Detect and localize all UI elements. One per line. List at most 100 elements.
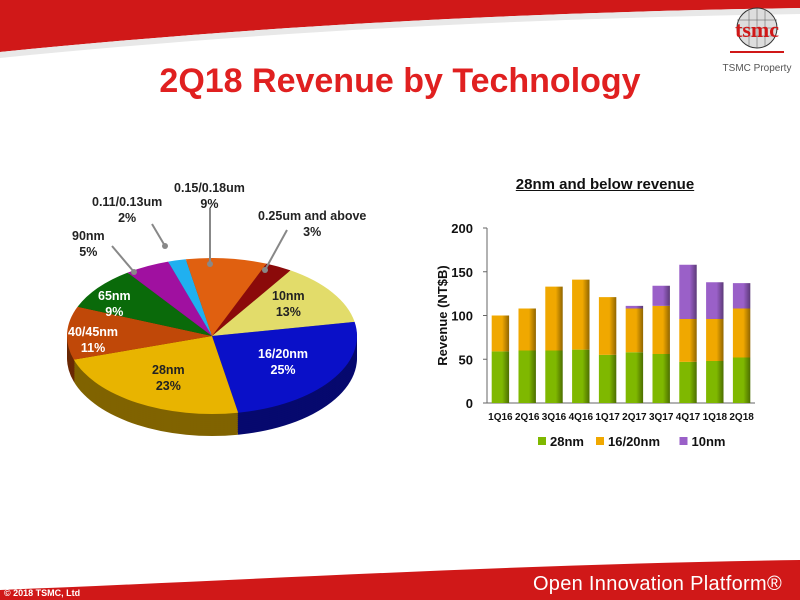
y-tick-label: 150 — [451, 265, 473, 280]
x-tick-label: 2Q16 — [515, 412, 540, 423]
slice-label: 16/20nm — [258, 347, 309, 361]
platform-tagline: Open Innovation Platform® — [532, 573, 782, 595]
legend-swatch — [538, 437, 546, 445]
x-tick-label: 2Q17 — [622, 412, 647, 423]
slice-label: 28nm — [152, 363, 185, 377]
bar-segment-28nm — [679, 361, 697, 403]
bar-segment-16/20nm — [625, 308, 644, 353]
pie-slice — [212, 270, 355, 336]
leader-dot — [262, 267, 268, 273]
pie-label-65: 65nm 9% — [98, 288, 131, 320]
bar-segment-10nm — [625, 305, 644, 309]
bar-segment-16/20nm — [652, 305, 670, 354]
x-tick-label: 3Q16 — [542, 412, 567, 423]
pie-label-011: 0.11/0.13um 2% — [92, 194, 162, 226]
svg-text:tsmc: tsmc — [735, 17, 779, 42]
pie-slice — [212, 263, 291, 336]
leader-line — [151, 223, 166, 247]
x-tick-label: 1Q17 — [595, 412, 620, 423]
pie-label-10: 10nm 13% — [272, 288, 305, 320]
bar-segment-28nm — [572, 349, 590, 403]
header-swoosh — [0, 0, 800, 58]
bar-segment-10nm — [652, 285, 670, 306]
x-tick-label: 4Q17 — [676, 412, 701, 423]
tsmc-logo: tsmc TSMC Property — [722, 6, 792, 74]
x-tick-label: 1Q18 — [703, 412, 728, 423]
bar-segment-16/20nm — [491, 315, 510, 352]
pie-label-015: 0.15/0.18um 9% — [174, 180, 245, 212]
bar-segment-16/20nm — [598, 297, 617, 355]
x-tick-label: 3Q17 — [649, 412, 674, 423]
slice-value: 13% — [275, 305, 301, 319]
bar-segment-28nm — [732, 357, 751, 403]
slice-label: 40/45nm — [68, 325, 119, 339]
bar-segment-28nm — [625, 352, 644, 403]
slice-value: 2% — [118, 211, 137, 225]
x-tick-label: 4Q16 — [569, 412, 594, 423]
copyright: © 2018 TSMC, Ltd — [4, 588, 81, 598]
leader-dot — [207, 261, 213, 267]
footer-band — [0, 560, 800, 600]
bar-segment-16/20nm — [518, 308, 536, 351]
leader-line — [264, 229, 288, 271]
legend-label: 16/20nm — [608, 434, 660, 449]
pie-label-025: 0.25um and above 3% — [258, 208, 366, 240]
bar-chart-title: 28nm and below revenue — [515, 176, 695, 193]
slice-value: 25% — [270, 363, 296, 377]
leader-line — [111, 245, 135, 273]
tsmc-property-label: TSMC Property — [722, 63, 792, 74]
slice-label: 90nm — [72, 229, 105, 243]
legend-swatch — [596, 437, 604, 445]
slice-label: 10nm — [272, 289, 305, 303]
slice-value: 9% — [200, 197, 219, 211]
pie-slice — [73, 336, 239, 414]
slice-label: 0.25um and above — [258, 209, 367, 223]
x-tick-label: 2Q18 — [729, 412, 754, 423]
legend-swatch — [679, 437, 688, 445]
y-axis-label: Revenue (NT$B) — [435, 265, 450, 365]
slice-value: 9% — [105, 305, 124, 319]
bar-segment-28nm — [518, 350, 536, 403]
slice-value: 11% — [80, 341, 106, 355]
bar-segment-28nm — [598, 354, 617, 403]
bar-segment-16/20nm — [732, 308, 751, 358]
bar-segment-16/20nm — [679, 319, 697, 362]
y-tick-label: 100 — [451, 309, 473, 324]
pie-label-1620: 16/20nm 25% — [258, 346, 308, 378]
bar-segment-10nm — [679, 264, 697, 319]
bar-segment-10nm — [706, 282, 724, 319]
slice-label: 0.11/0.13um — [92, 195, 163, 209]
bar-segment-28nm — [706, 361, 724, 403]
pie-slice — [212, 321, 357, 413]
legend-label: 10nm — [692, 434, 726, 449]
bar-segment-16/20nm — [572, 279, 590, 350]
pie-slice — [127, 261, 212, 336]
bar-segment-28nm — [652, 354, 670, 403]
bar-segment-28nm — [545, 350, 563, 403]
page-title: 2Q18 Revenue by Technology — [159, 62, 641, 100]
leader-dot — [162, 243, 168, 249]
legend-label: 28nm — [550, 434, 584, 449]
pie-slice — [77, 272, 212, 336]
bar-segment-10nm — [732, 283, 751, 309]
slice-value: 23% — [155, 379, 181, 393]
y-tick-label: 200 — [451, 221, 473, 236]
slice-value: 3% — [303, 225, 322, 239]
y-tick-label: 0 — [466, 396, 473, 411]
pie-slice — [185, 258, 267, 336]
slice-value: 5% — [79, 245, 98, 259]
pie-label-28: 28nm 23% — [152, 362, 185, 394]
pie-label-90: 90nm 5% — [72, 228, 105, 260]
leader-dot — [131, 269, 137, 275]
bar-segment-16/20nm — [545, 286, 563, 351]
bar-segment-16/20nm — [706, 319, 724, 361]
slice-label: 0.15/0.18um — [174, 181, 245, 195]
slice-label: 65nm — [98, 289, 131, 303]
pie-slice — [67, 306, 213, 360]
x-tick-label: 1Q16 — [488, 412, 513, 423]
bar-segment-28nm — [491, 351, 510, 403]
wafer-logo-icon: tsmc — [730, 7, 784, 53]
y-tick-label: 50 — [459, 352, 473, 367]
